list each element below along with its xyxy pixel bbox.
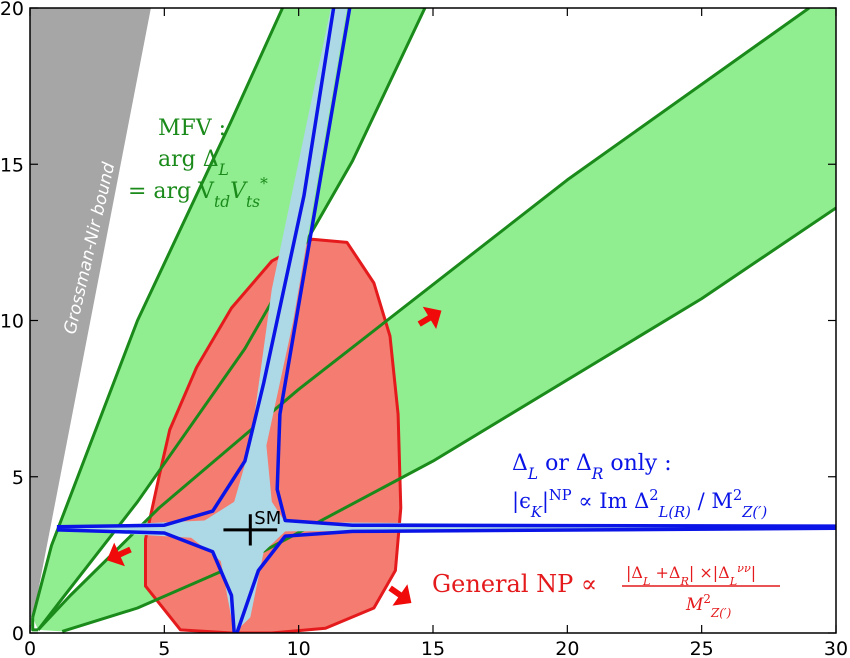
x-tick-label: 20 bbox=[555, 638, 579, 658]
ek-region bbox=[56, 8, 836, 633]
arrow-2 bbox=[106, 542, 132, 567]
arrow-1 bbox=[417, 306, 442, 330]
y-tick-label: 10 bbox=[0, 311, 24, 333]
mfv-boundary-5 bbox=[31, 617, 39, 632]
mfv-ckm: = arg VtdVts* bbox=[128, 175, 268, 211]
x-tick-label: 30 bbox=[824, 638, 848, 658]
mfv-arg-delta: arg ΔL bbox=[158, 147, 229, 179]
blue-formula: |ϵK|NP ∝ Im Δ2L(R) / M2Z(′) bbox=[512, 487, 767, 521]
general-np-label: General NP ∝ bbox=[432, 570, 597, 598]
mfv-boundary-2 bbox=[36, 8, 427, 631]
x-tick-label: 5 bbox=[158, 638, 170, 658]
mfv-title: MFV : bbox=[158, 116, 226, 141]
mfv-boundary-4 bbox=[61, 206, 836, 633]
ek-boundary-2 bbox=[56, 8, 336, 529]
ek-boundary-3 bbox=[235, 526, 836, 633]
y-tick-label: 0 bbox=[12, 623, 24, 645]
general-np-numerator: |ΔL +ΔR| ×|ΔLνν| bbox=[626, 562, 756, 588]
general-np-denominator: M2Z(′) bbox=[685, 592, 732, 620]
y-tick-label: 15 bbox=[0, 154, 24, 176]
grossman-nir-region bbox=[30, 8, 151, 633]
y-tick-label: 5 bbox=[12, 467, 24, 489]
arrow-3 bbox=[388, 584, 412, 606]
x-tick-label: 25 bbox=[690, 638, 714, 658]
ek-boundary-4 bbox=[275, 8, 836, 528]
x-tick-label: 10 bbox=[287, 638, 311, 658]
blue-title: ΔL or ΔR only : bbox=[512, 451, 672, 483]
sm-label: SM bbox=[254, 508, 281, 529]
x-tick-label: 15 bbox=[421, 638, 445, 658]
mfv-boundary-1 bbox=[31, 8, 284, 618]
mfv-boundary-3 bbox=[37, 8, 810, 631]
x-tick-label: 0 bbox=[24, 638, 36, 658]
y-tick-label: 20 bbox=[0, 0, 24, 20]
ek-boundary-1 bbox=[56, 528, 236, 633]
